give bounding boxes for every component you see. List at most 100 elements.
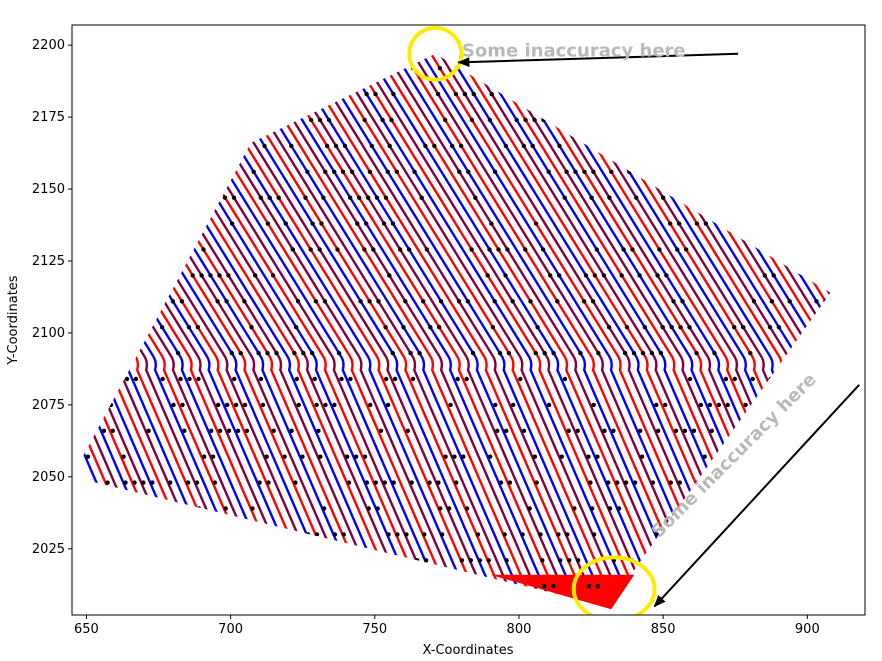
hatch-line [72, 53, 325, 607]
sample-point [60, 351, 64, 355]
sample-point [450, 143, 455, 149]
sample-point [546, 169, 551, 174]
x-tick-label: 750 [362, 622, 387, 637]
sample-point [528, 299, 533, 304]
sample-point [557, 273, 562, 278]
sample-point [391, 480, 396, 485]
hatch-line [147, 53, 486, 607]
sample-point [725, 402, 730, 408]
hatch-line [183, 53, 522, 607]
hatch-line [138, 53, 477, 607]
sample-point [677, 480, 682, 485]
sample-point [637, 273, 642, 278]
sample-point [581, 299, 587, 304]
sample-point [256, 350, 261, 356]
sample-point [578, 350, 583, 356]
sample-point [776, 325, 782, 330]
x-tick-label: 850 [651, 622, 676, 637]
sample-point [20, 40, 24, 44]
sample-point [428, 325, 433, 330]
sample-point [195, 325, 201, 330]
sample-point [497, 350, 503, 356]
sample-point [232, 376, 237, 382]
sample-point [435, 91, 441, 97]
sample-point [868, 170, 872, 174]
sample-point [160, 376, 165, 382]
sample-point [390, 221, 396, 226]
sample-point [231, 195, 237, 200]
sample-point [504, 428, 509, 433]
hatch-line [505, 53, 831, 607]
sample-point [406, 14, 410, 18]
sample-point [748, 350, 753, 356]
sample-point [606, 480, 611, 485]
sample-point [362, 454, 368, 459]
sample-point [147, 14, 151, 18]
sample-point [303, 195, 308, 200]
sample-point [389, 117, 394, 123]
sample-point [585, 14, 589, 18]
sample-point [364, 91, 369, 97]
sample-point [728, 14, 732, 18]
sample-point [609, 169, 614, 174]
sample-point [319, 221, 324, 226]
sample-point [664, 273, 669, 278]
sample-point [492, 299, 497, 304]
sample-point [367, 299, 372, 304]
sample-point [487, 117, 493, 123]
sample-point [523, 247, 528, 252]
sample-point [316, 428, 321, 433]
sample-point [408, 350, 413, 356]
sample-point [619, 273, 624, 278]
sample-point [310, 350, 315, 356]
hatch-line [424, 53, 763, 607]
sample-point [607, 506, 613, 511]
sample-point [654, 402, 659, 408]
hatch-line [317, 53, 656, 607]
sample-point [869, 403, 873, 407]
sample-point [682, 428, 688, 433]
sample-point [450, 14, 454, 18]
sample-point [289, 428, 294, 433]
sample-point [502, 532, 507, 537]
highlight-circle [571, 555, 657, 615]
sample-point [660, 325, 665, 330]
sample-point [194, 480, 200, 485]
sample-point [634, 195, 639, 200]
sample-point [475, 532, 481, 537]
sample-point [262, 143, 267, 149]
hatch-line [335, 53, 674, 607]
y-tick-label: 2175 [32, 110, 65, 125]
sample-point [866, 325, 870, 329]
sample-point [141, 480, 146, 485]
sample-point [253, 273, 258, 278]
sample-point [655, 273, 660, 278]
sample-point [771, 273, 776, 278]
sample-point [874, 480, 878, 484]
sample-point [341, 532, 346, 537]
sample-point [321, 195, 326, 200]
sample-point [366, 506, 371, 511]
sample-point [201, 454, 207, 459]
sample-point [383, 325, 388, 330]
sample-point [200, 14, 204, 18]
sample-point [567, 14, 571, 18]
sample-point [582, 169, 587, 174]
sample-point [336, 350, 342, 356]
sample-point [533, 221, 539, 226]
sample-point [606, 325, 612, 330]
sample-point [209, 14, 213, 18]
sample-point [365, 195, 371, 200]
sample-point [559, 454, 564, 459]
sample-point [132, 480, 137, 485]
sample-point [489, 221, 494, 226]
sample-point [209, 428, 214, 433]
hatch-line [72, 53, 262, 607]
sample-point [487, 247, 492, 252]
sample-point [395, 532, 400, 537]
sample-point [698, 402, 704, 408]
sample-point [615, 480, 620, 485]
hatch-line [72, 53, 388, 607]
sample-point [631, 350, 637, 356]
hatch-line [263, 53, 602, 607]
